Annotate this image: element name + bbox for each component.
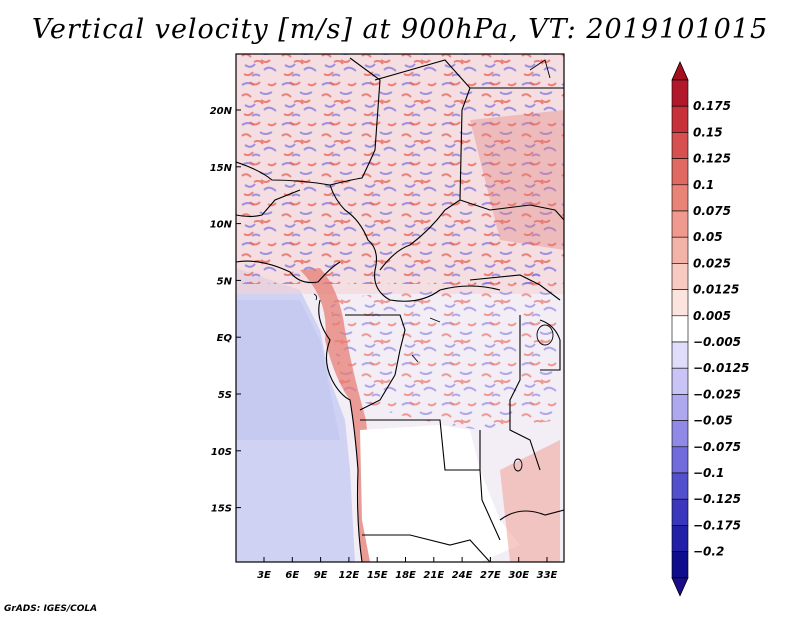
lon-label: 24E — [452, 570, 473, 581]
map-plot-area — [236, 54, 564, 562]
lat-label: EQ — [217, 333, 233, 344]
colorbar-swatch — [671, 132, 689, 159]
lat-label: 15N — [210, 163, 233, 174]
map-frame — [235, 53, 565, 563]
lon-label: 30E — [508, 570, 529, 581]
colorbar: 0.175 0.15 0.125 0.1 0.075 0.05 0.025 0.0125 0.0… — [671, 61, 749, 597]
lon-label: 18E — [395, 570, 416, 581]
colorbar-swatch — [671, 367, 689, 395]
lat-label: 5S — [218, 390, 232, 401]
colorbar-swatch — [671, 263, 689, 290]
colorbar-label: 0.125 — [693, 152, 731, 166]
colorbar-swatch — [671, 289, 689, 317]
colorbar-label: −0.005 — [693, 335, 741, 349]
colorbar-swatch — [671, 158, 689, 186]
lon-label: 3E — [257, 570, 271, 581]
colorbar-swatch — [671, 551, 689, 579]
latitude-axis: 20N 15N 10N 5N EQ 5S 10S 15S — [210, 106, 241, 515]
lat-label: 15S — [211, 504, 232, 515]
colorbar-label: −0.125 — [693, 492, 741, 506]
colorbar-label: 0.075 — [693, 204, 731, 218]
colorbar-swatch — [671, 498, 689, 526]
colorbar-label: −0.05 — [693, 414, 733, 428]
colorbar-swatch — [671, 341, 689, 369]
colorbar-label: 0.025 — [693, 256, 731, 270]
longitude-axis: 3E 6E 9E 12E 15E 18E 21E 24E 27E 30E 33E — [257, 557, 558, 581]
colorbar-swatch — [671, 446, 689, 474]
colorbar-label: 0.15 — [693, 125, 723, 139]
colorbar-label: −0.2 — [693, 545, 724, 559]
colorbar-swatch — [671, 472, 689, 500]
colorbar-label: 0.005 — [693, 309, 731, 323]
colorbar-label: −0.025 — [693, 387, 741, 401]
colorbar-swatch — [671, 105, 689, 133]
lon-label: 21E — [423, 570, 444, 581]
colorbar-label: 0.175 — [693, 99, 731, 113]
colorbar-swatch — [671, 394, 689, 421]
colorbar-top-arrow — [671, 61, 689, 81]
lon-label: 27E — [480, 570, 501, 581]
lon-label: 15E — [367, 570, 388, 581]
colorbar-label: 0.05 — [693, 230, 723, 244]
colorbar-label: −0.175 — [693, 518, 741, 532]
colorbar-swatch — [671, 420, 689, 448]
lat-label: 10S — [211, 447, 232, 458]
lat-label: 5N — [217, 276, 233, 287]
colorbar-swatch — [671, 79, 689, 107]
colorbar-label: −0.0125 — [693, 361, 749, 375]
grads-credit: GrADS: IGES/COLA — [4, 604, 98, 614]
colorbar-label: −0.075 — [693, 440, 741, 454]
colorbar-swatch — [671, 236, 689, 264]
lon-label: 9E — [314, 570, 328, 581]
colorbar-swatch — [671, 315, 689, 343]
colorbar-label: −0.1 — [693, 466, 724, 480]
colorbar-swatch — [671, 210, 689, 238]
lat-label: 20N — [210, 106, 233, 117]
lat-label: 10N — [210, 220, 233, 231]
lon-label: 12E — [339, 570, 360, 581]
lon-label: 6E — [285, 570, 299, 581]
colorbar-label: 0.1 — [693, 178, 714, 192]
colorbar-swatch — [671, 525, 689, 552]
colorbar-bottom-arrow — [671, 577, 689, 597]
map-title: Vertical velocity [m/s] at 900hPa, VT: 2… — [31, 14, 769, 45]
colorbar-label: 0.0125 — [693, 283, 739, 297]
colorbar-swatch — [671, 184, 689, 212]
lon-label: 33E — [537, 570, 558, 581]
